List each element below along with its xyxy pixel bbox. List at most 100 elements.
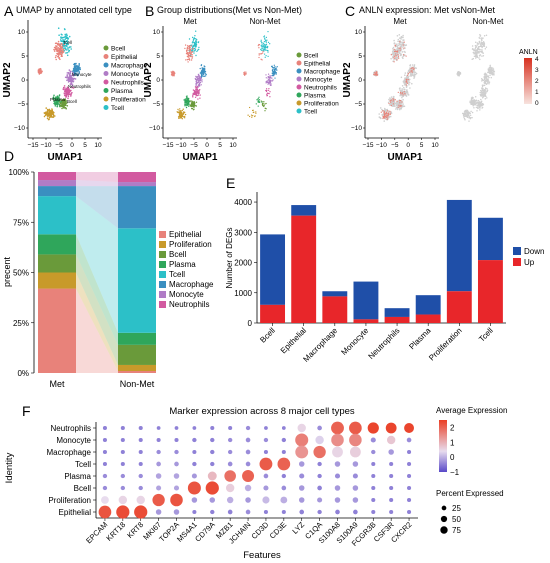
dot-bcell [281, 485, 287, 491]
dot-monocyte [174, 437, 179, 443]
bar-up [415, 314, 441, 323]
dot-monocyte [138, 437, 143, 443]
umap-b-nonmet-cluster [257, 43, 264, 61]
dot-monocyte [295, 433, 309, 447]
legend-label: Tcell [111, 105, 125, 112]
dot-epithelial [317, 509, 322, 515]
category-label: Neutrophils [366, 326, 401, 361]
dot-epithelial [263, 509, 268, 515]
dot-tcell [156, 461, 161, 467]
dot-tcell [259, 457, 273, 471]
anln-legend-title: ANLN [519, 49, 538, 56]
feature-label: CD3D [250, 520, 271, 541]
alluvial-ribbon-epithelial [76, 288, 118, 373]
y-tick-label: 50% [13, 269, 29, 278]
umap-cluster-proliferation [176, 108, 187, 120]
dot-bcell [389, 485, 394, 491]
panel-e: E Number of DEGs 0 1000 2000 3000 4000 Bcell Ep… [225, 175, 544, 364]
dot-plasma [334, 473, 341, 479]
bar-segment-neutrophils [118, 172, 156, 183]
legend-swatch [296, 100, 302, 106]
umap-b-scatter [170, 30, 278, 120]
anln-high-cells [390, 44, 400, 63]
legend-swatch [159, 291, 166, 298]
panel-c: C ANLN expression: Met vsNon-Met Met Non… [342, 3, 539, 163]
umap-cluster-plasma [469, 96, 478, 109]
umap-b-nonmet-cluster [247, 106, 257, 118]
anln-tick: 1 [535, 89, 539, 96]
umap-cluster-epithelial [184, 44, 194, 63]
dot-proliferation [262, 496, 270, 504]
anln-tick: 4 [535, 56, 539, 63]
dot-bcell [244, 484, 252, 492]
dot-plasma [242, 470, 255, 482]
bar-up [477, 260, 503, 323]
dot-neutrophils [210, 425, 215, 431]
anln-high-cells [409, 67, 415, 74]
umap-cluster-epithelial [456, 71, 462, 77]
category-label: Monocyte [339, 326, 370, 357]
size-legend-dot [440, 526, 448, 534]
legend-label: Tcell [169, 270, 185, 279]
dot-proliferation [371, 497, 376, 503]
dot-neutrophils [174, 426, 179, 430]
row-label: Tcell [75, 460, 91, 469]
dot-monocyte [120, 437, 125, 443]
bar-up [322, 296, 348, 323]
bar-up [260, 304, 286, 323]
panel-letter-e: E [226, 175, 235, 191]
dot-bcell [225, 483, 235, 493]
x-tick-label: −5 [190, 142, 198, 149]
anln-high-cells [397, 91, 406, 96]
size-legend-dot [440, 515, 448, 523]
x-tick-label: 5 [83, 142, 87, 149]
y-tick-label: 0 [156, 77, 160, 84]
dot-neutrophils [138, 425, 143, 431]
dot-proliferation [209, 497, 216, 503]
x-tick-label: 10 [229, 142, 237, 149]
dot-tcell [277, 457, 291, 471]
panel-a: A UMAP by annotated cell type Tcell Monoc… [2, 3, 148, 163]
dot-neutrophils [367, 422, 379, 434]
legend-swatch [103, 54, 109, 59]
dot-monocyte [227, 437, 233, 443]
category-label: Macrophage [301, 326, 339, 364]
dot-monocyte [156, 437, 161, 443]
bar-segment-bcell [38, 254, 76, 273]
dot-macrophage [281, 449, 286, 455]
umap-b-legend: BcellEpithelialMacrophageMonocyteNeutrop… [296, 52, 341, 116]
dot-monocyte [102, 437, 107, 443]
anln-tick: 0 [535, 100, 539, 107]
y-tick-label: 1000 [234, 289, 252, 298]
umap-cluster-bcell [475, 98, 485, 112]
umap-cluster-macrophage [72, 62, 82, 77]
bar-segment-tcell [38, 196, 76, 235]
dot-epithelial [192, 509, 197, 515]
dot-plasma [263, 473, 269, 479]
panel-letter-a: A [4, 3, 14, 19]
dot-macrophage [227, 449, 233, 455]
bar-down [477, 217, 503, 261]
umap-cluster-tcell [57, 27, 73, 57]
umap-cluster-epithelial [37, 67, 43, 75]
y-tick-label: −5 [355, 101, 363, 108]
cluster-label: Bcell [67, 99, 77, 104]
umap-cluster-epithelial [170, 70, 176, 77]
bar-down [260, 234, 286, 305]
dot-macrophage [313, 445, 326, 459]
category-label: Non-Met [120, 379, 155, 389]
bar-segment-epithelial [118, 370, 156, 373]
panel-c-title: ANLN expression: Met vsNon-Met [359, 5, 496, 15]
dot-epithelial [407, 509, 412, 515]
legend-label: Bcell [304, 53, 319, 60]
dot-monocyte [210, 437, 215, 443]
dot-macrophage [210, 449, 215, 455]
x-tick-label: 5 [218, 142, 222, 149]
panel-a-title: UMAP by annotated cell type [16, 5, 132, 15]
cluster-label: Plasma [50, 97, 66, 102]
alluvial-ribbon-plasma [76, 234, 118, 345]
dot-tcell [298, 461, 305, 467]
row-label: Neutrophils [51, 424, 91, 433]
